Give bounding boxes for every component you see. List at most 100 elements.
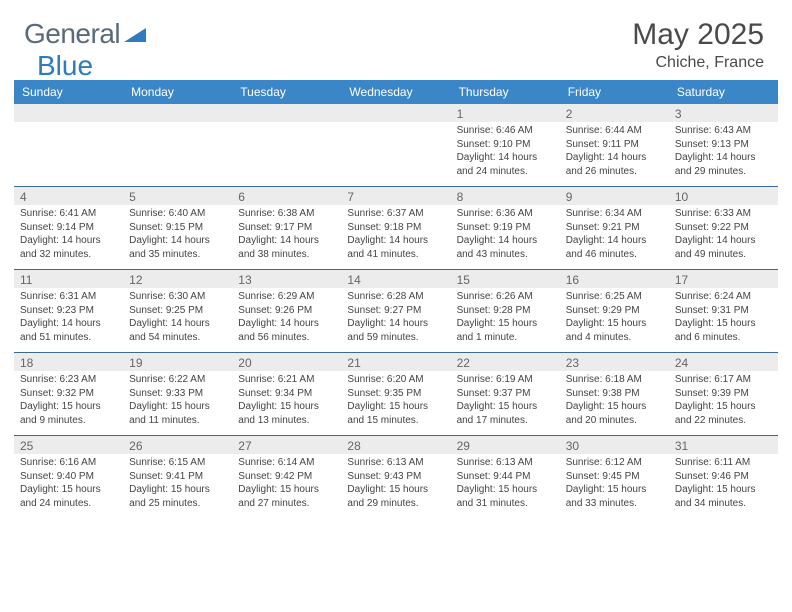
daylight-line: Daylight: 14 hours and 32 minutes. [20,234,117,261]
week-row: 1Sunrise: 6:46 AMSunset: 9:10 PMDaylight… [14,104,778,186]
day-details: Sunrise: 6:12 AMSunset: 9:45 PMDaylight:… [560,454,669,514]
day-details: Sunrise: 6:22 AMSunset: 9:33 PMDaylight:… [123,371,232,431]
sunrise-line: Sunrise: 6:24 AM [675,290,772,304]
day-details: Sunrise: 6:37 AMSunset: 9:18 PMDaylight:… [341,205,450,265]
day-cell: 25Sunrise: 6:16 AMSunset: 9:40 PMDayligh… [14,436,123,518]
day-number [232,104,341,122]
day-number: 4 [14,187,123,205]
daylight-line: Daylight: 15 hours and 4 minutes. [566,317,663,344]
sunrise-line: Sunrise: 6:31 AM [20,290,117,304]
daylight-line: Daylight: 14 hours and 43 minutes. [457,234,554,261]
day-details: Sunrise: 6:19 AMSunset: 9:37 PMDaylight:… [451,371,560,431]
day-number [123,104,232,122]
day-cell: 29Sunrise: 6:13 AMSunset: 9:44 PMDayligh… [451,436,560,518]
day-number: 5 [123,187,232,205]
daylight-line: Daylight: 15 hours and 33 minutes. [566,483,663,510]
daylight-line: Daylight: 14 hours and 49 minutes. [675,234,772,261]
sunrise-line: Sunrise: 6:34 AM [566,207,663,221]
sunrise-line: Sunrise: 6:43 AM [675,124,772,138]
daylight-line: Daylight: 15 hours and 22 minutes. [675,400,772,427]
day-number: 15 [451,270,560,288]
day-number: 7 [341,187,450,205]
day-details: Sunrise: 6:24 AMSunset: 9:31 PMDaylight:… [669,288,778,348]
sunrise-line: Sunrise: 6:15 AM [129,456,226,470]
day-cell [123,104,232,186]
daylight-line: Daylight: 14 hours and 46 minutes. [566,234,663,261]
day-details: Sunrise: 6:16 AMSunset: 9:40 PMDaylight:… [14,454,123,514]
day-number: 28 [341,436,450,454]
day-cell: 2Sunrise: 6:44 AMSunset: 9:11 PMDaylight… [560,104,669,186]
daylight-line: Daylight: 15 hours and 27 minutes. [238,483,335,510]
day-cell: 6Sunrise: 6:38 AMSunset: 9:17 PMDaylight… [232,187,341,269]
day-cell: 17Sunrise: 6:24 AMSunset: 9:31 PMDayligh… [669,270,778,352]
day-details: Sunrise: 6:38 AMSunset: 9:17 PMDaylight:… [232,205,341,265]
day-cell: 3Sunrise: 6:43 AMSunset: 9:13 PMDaylight… [669,104,778,186]
daylight-line: Daylight: 15 hours and 6 minutes. [675,317,772,344]
day-cell: 24Sunrise: 6:17 AMSunset: 9:39 PMDayligh… [669,353,778,435]
daylight-line: Daylight: 14 hours and 54 minutes. [129,317,226,344]
week-row: 18Sunrise: 6:23 AMSunset: 9:32 PMDayligh… [14,352,778,435]
day-details: Sunrise: 6:31 AMSunset: 9:23 PMDaylight:… [14,288,123,348]
day-cell: 9Sunrise: 6:34 AMSunset: 9:21 PMDaylight… [560,187,669,269]
day-number: 27 [232,436,341,454]
day-number: 29 [451,436,560,454]
day-number: 31 [669,436,778,454]
day-number: 18 [14,353,123,371]
sunrise-line: Sunrise: 6:13 AM [347,456,444,470]
day-number: 1 [451,104,560,122]
sunrise-line: Sunrise: 6:26 AM [457,290,554,304]
day-details: Sunrise: 6:26 AMSunset: 9:28 PMDaylight:… [451,288,560,348]
day-number: 23 [560,353,669,371]
day-number: 21 [341,353,450,371]
logo-word1: General [24,18,120,50]
logo-word2: Blue [37,50,93,82]
day-number: 13 [232,270,341,288]
day-cell: 22Sunrise: 6:19 AMSunset: 9:37 PMDayligh… [451,353,560,435]
day-cell: 12Sunrise: 6:30 AMSunset: 9:25 PMDayligh… [123,270,232,352]
sunset-line: Sunset: 9:26 PM [238,304,335,318]
day-details: Sunrise: 6:30 AMSunset: 9:25 PMDaylight:… [123,288,232,348]
daylight-line: Daylight: 15 hours and 1 minute. [457,317,554,344]
day-cell: 14Sunrise: 6:28 AMSunset: 9:27 PMDayligh… [341,270,450,352]
day-cell: 30Sunrise: 6:12 AMSunset: 9:45 PMDayligh… [560,436,669,518]
sunset-line: Sunset: 9:10 PM [457,138,554,152]
sunrise-line: Sunrise: 6:44 AM [566,124,663,138]
sunrise-line: Sunrise: 6:12 AM [566,456,663,470]
sunrise-line: Sunrise: 6:33 AM [675,207,772,221]
day-details: Sunrise: 6:13 AMSunset: 9:44 PMDaylight:… [451,454,560,514]
day-number: 30 [560,436,669,454]
sunset-line: Sunset: 9:45 PM [566,470,663,484]
month-title: May 2025 [632,18,764,52]
day-number: 22 [451,353,560,371]
day-details: Sunrise: 6:33 AMSunset: 9:22 PMDaylight:… [669,205,778,265]
day-cell: 10Sunrise: 6:33 AMSunset: 9:22 PMDayligh… [669,187,778,269]
daylight-line: Daylight: 14 hours and 59 minutes. [347,317,444,344]
weekday-label: Tuesday [232,80,341,104]
day-cell [14,104,123,186]
daylight-line: Daylight: 15 hours and 31 minutes. [457,483,554,510]
sunrise-line: Sunrise: 6:14 AM [238,456,335,470]
sunrise-line: Sunrise: 6:36 AM [457,207,554,221]
day-cell: 4Sunrise: 6:41 AMSunset: 9:14 PMDaylight… [14,187,123,269]
day-number: 17 [669,270,778,288]
weekday-label: Friday [560,80,669,104]
week-row: 11Sunrise: 6:31 AMSunset: 9:23 PMDayligh… [14,269,778,352]
daylight-line: Daylight: 14 hours and 26 minutes. [566,151,663,178]
sunset-line: Sunset: 9:17 PM [238,221,335,235]
weekday-label: Wednesday [341,80,450,104]
sunset-line: Sunset: 9:37 PM [457,387,554,401]
daylight-line: Daylight: 15 hours and 24 minutes. [20,483,117,510]
day-cell: 18Sunrise: 6:23 AMSunset: 9:32 PMDayligh… [14,353,123,435]
sunrise-line: Sunrise: 6:20 AM [347,373,444,387]
week-row: 25Sunrise: 6:16 AMSunset: 9:40 PMDayligh… [14,435,778,518]
day-details: Sunrise: 6:20 AMSunset: 9:35 PMDaylight:… [341,371,450,431]
daylight-line: Daylight: 15 hours and 17 minutes. [457,400,554,427]
day-number: 16 [560,270,669,288]
weekday-header: SundayMondayTuesdayWednesdayThursdayFrid… [14,80,778,104]
day-number: 12 [123,270,232,288]
day-details: Sunrise: 6:25 AMSunset: 9:29 PMDaylight:… [560,288,669,348]
sunset-line: Sunset: 9:22 PM [675,221,772,235]
sunrise-line: Sunrise: 6:13 AM [457,456,554,470]
day-cell: 15Sunrise: 6:26 AMSunset: 9:28 PMDayligh… [451,270,560,352]
day-cell: 11Sunrise: 6:31 AMSunset: 9:23 PMDayligh… [14,270,123,352]
